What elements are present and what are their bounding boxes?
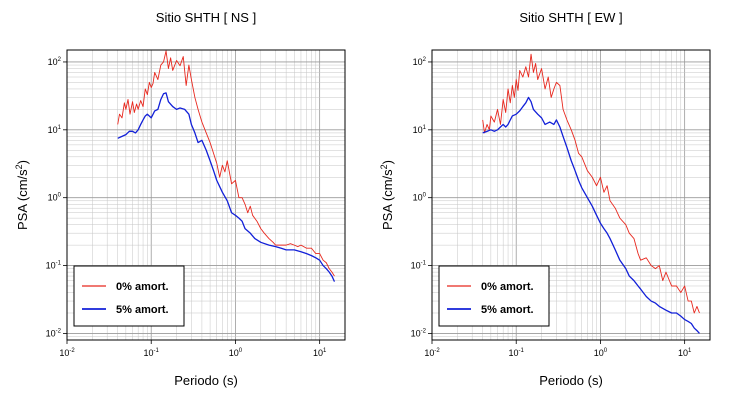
plot-frame [431,49,711,341]
x-tick-label: 10-1 [144,348,160,358]
y-tick-label: 10-1 [411,261,427,271]
chart-title: Sitio SHTH [ EW ] [519,10,622,25]
legend-entry: 0% amort. [116,281,169,293]
legend-entry: 5% amort. [116,304,169,316]
legend-box [73,265,185,327]
y-tick-label: 100 [413,193,427,203]
y-tick-label: 10-2 [411,328,427,338]
series-line-undamped [117,50,335,277]
chart-panel-2: 10-2 10-1 100 101 10-2 10-1 100 101 102 Sitio SHT… [379,10,711,388]
legend-box [438,265,550,327]
x-tick-label: 100 [594,348,608,358]
y-axis-label: PSA (cm/s2) [14,160,30,230]
chart-title: Sitio SHTH [ NS ] [156,10,256,25]
y-tick-label: 102 [413,57,427,67]
chart-panel-1: 10-2 10-1 100 101 10-2 10-1 100 101 102 Sitio SHT… [14,10,346,388]
y-tick-label: 101 [48,125,62,135]
x-tick-label: 10-2 [424,348,440,358]
y-tick-label: 10-2 [46,328,62,338]
x-tick-label: 10-2 [59,348,75,358]
legend: 0% amort. 5% amort. [73,265,185,327]
x-tick-label: 101 [678,348,692,358]
legend-entry: 0% amort. [481,281,534,293]
y-tick-label: 100 [48,193,62,203]
y-tick-label: 101 [413,125,427,135]
legend-entry: 5% amort. [481,304,534,316]
series-line-undamped [482,53,700,314]
y-tick-label: 102 [48,57,62,67]
series-line-damped [117,92,336,282]
x-axis-label: Periodo (s) [174,373,238,388]
plot-frame [66,49,346,341]
x-tick-label: 101 [313,348,327,358]
legend: 0% amort. 5% amort. [438,265,550,327]
x-tick-label: 100 [229,348,243,358]
series-line-damped [482,96,700,334]
y-axis-label: PSA (cm/s2) [379,160,395,230]
x-tick-label: 10-1 [509,348,525,358]
x-axis-label: Periodo (s) [539,373,603,388]
y-tick-label: 10-1 [46,261,62,271]
